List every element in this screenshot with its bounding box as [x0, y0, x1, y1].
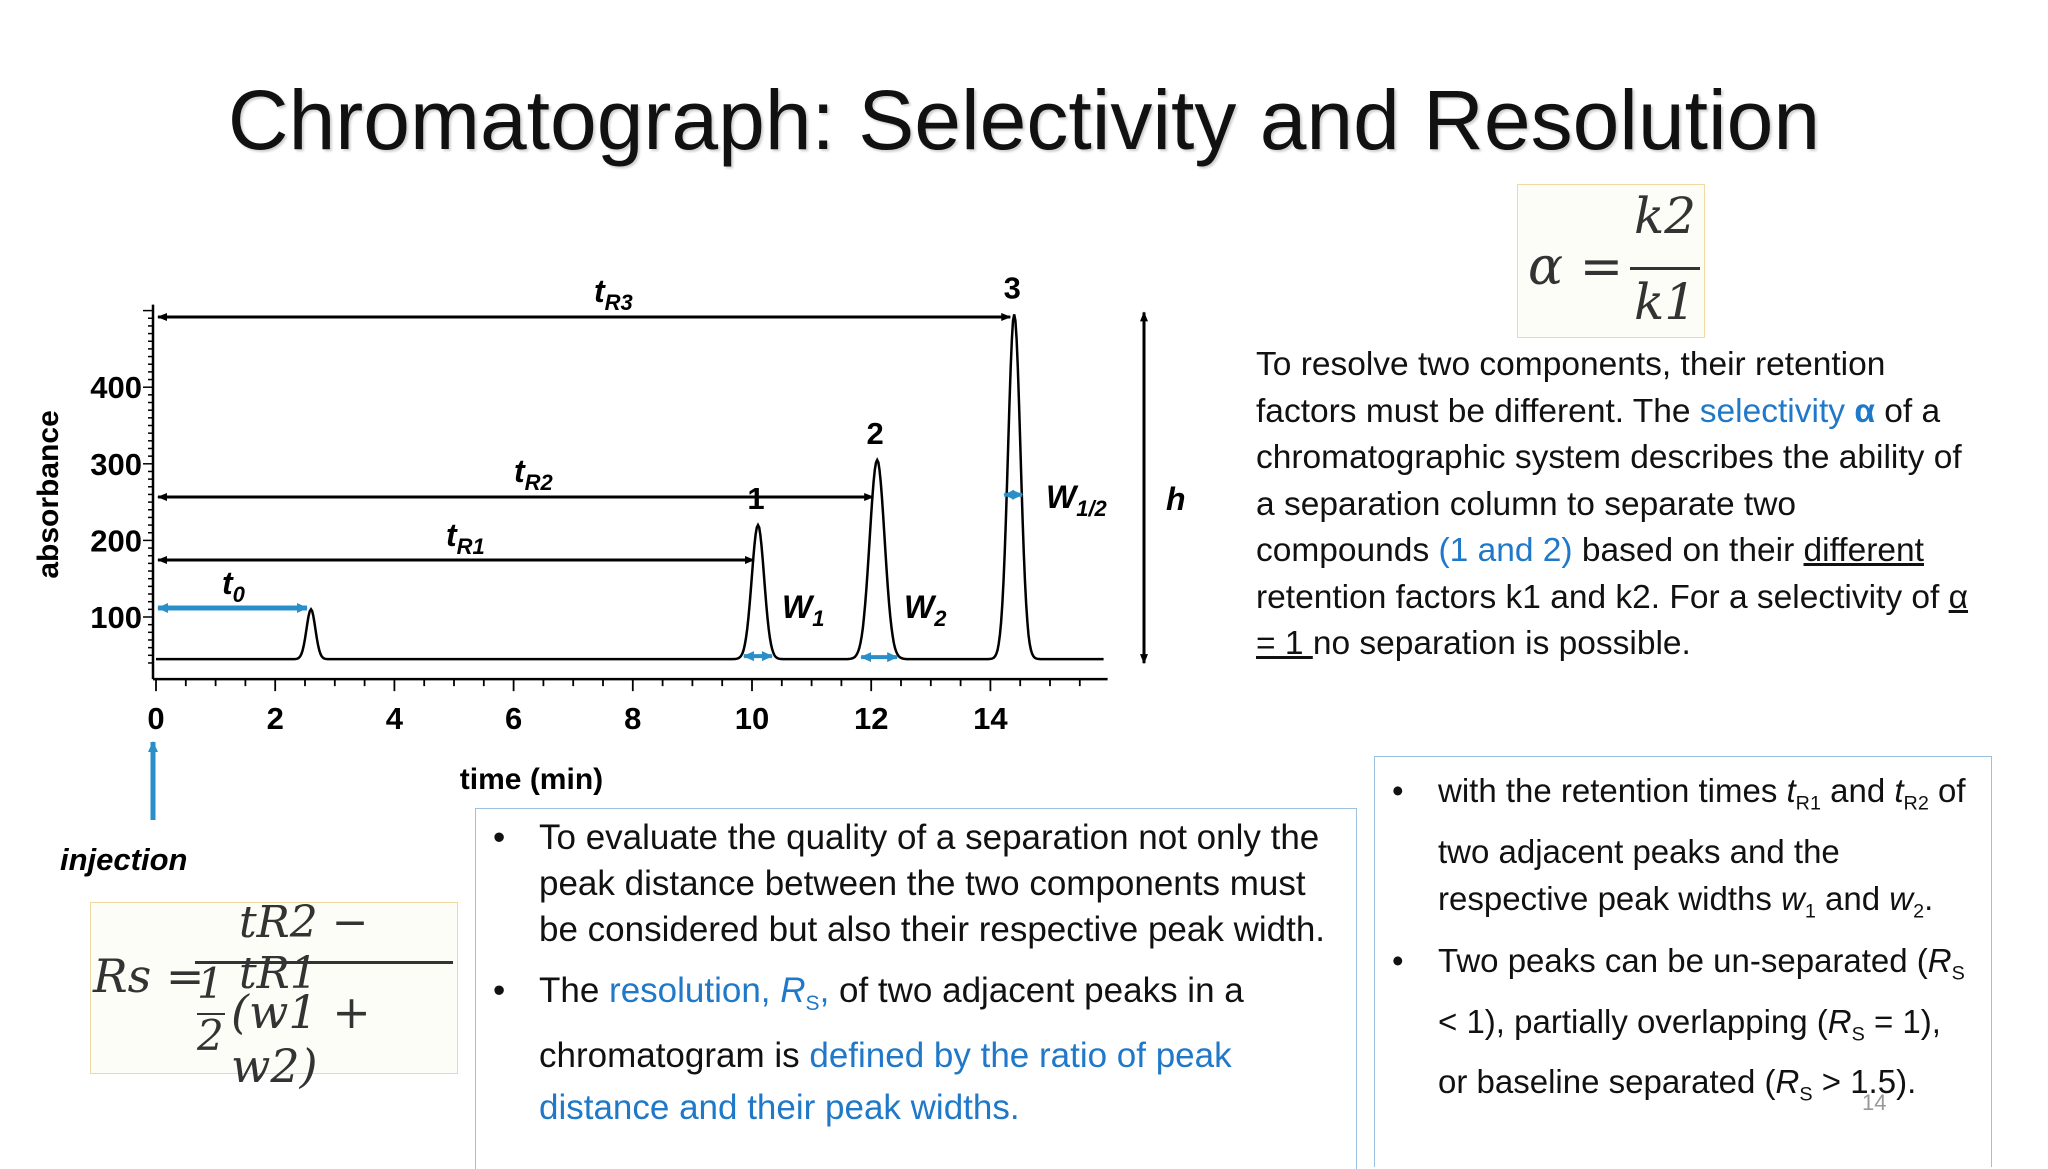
tr3-label: tR3	[594, 273, 633, 315]
right-b1-w1: w	[1781, 879, 1805, 917]
w1-label: W1	[782, 589, 824, 631]
chromatogram-trace	[156, 314, 1104, 661]
rs-den-two: 2	[197, 1011, 224, 1060]
mid-b2-a: The	[539, 971, 610, 1010]
right-bullet-2: • Two peaks can be un-separated (RS < 1),…	[1392, 937, 1978, 1119]
tr1-label: tR1	[446, 517, 485, 559]
right-bullet-1: • with the retention times tR1 and tR2 of…	[1392, 767, 1978, 935]
right-b2-a: Two peaks can be un-separated (	[1438, 942, 1928, 980]
para-compounds: (1 and 2)	[1438, 532, 1573, 569]
right-b1-r2: R2	[1903, 792, 1929, 815]
selectivity-formula: α = k2 k1	[1517, 184, 1705, 338]
right-b2-s3: S	[1799, 1083, 1813, 1106]
mid-bullet-1-text: To evaluate the quality of a separation …	[539, 818, 1326, 949]
right-b2-r3: R	[1775, 1063, 1800, 1101]
rs-numerator: tR2 − tR1	[239, 897, 369, 999]
bullet-icon: •	[493, 818, 506, 857]
resolution-textbox: • To evaluate the quality of a separation…	[475, 808, 1357, 1169]
rs-lhs: Rs =	[93, 949, 205, 1003]
para-different: different	[1803, 532, 1924, 569]
mid-b2-rs-s: S	[805, 992, 820, 1015]
para-selectivity: selectivity	[1699, 392, 1855, 430]
right-b1-r1: R1	[1795, 792, 1821, 815]
right-b1-t1: t	[1786, 772, 1796, 809]
alpha-lhs: α =	[1528, 237, 1624, 297]
peak-label-3: 3	[1004, 270, 1021, 305]
y-tick-label: 300	[90, 447, 142, 482]
y-tick-label: 400	[90, 370, 142, 405]
right-b1-a: with the retention times	[1438, 772, 1787, 809]
rs-den-one: 1	[197, 959, 224, 1008]
right-b2-s2: S	[1851, 1023, 1865, 1046]
right-b2-c: = 1), or baseline separated (	[1438, 1002, 1941, 1101]
right-b1-one: 1	[1804, 900, 1816, 923]
para-text-4: retention factors k1 and k2. For a selec…	[1256, 578, 1949, 616]
right-b2-r1: R	[1927, 942, 1952, 980]
x-tick-label: 8	[624, 701, 641, 736]
para-text-1: To resolve two components, their retenti…	[1256, 346, 1886, 430]
x-axis-label: time (min)	[460, 763, 603, 796]
chromatogram-chart: time (min)absorbance 0 2 4 6 8 10 12 1410020030…	[32, 270, 1186, 877]
x-tick-label: 12	[854, 701, 888, 736]
slide-number: 14	[1862, 1090, 1887, 1115]
y-tick-label: 200	[90, 523, 142, 558]
rs-den-sum: (w1 + w2)	[231, 985, 371, 1093]
right-b1-and: and	[1820, 772, 1895, 809]
para-alpha-eq: α = 1	[1256, 578, 1969, 663]
peak-label-1: 1	[747, 481, 764, 516]
injection-label: injection	[60, 842, 187, 877]
x-tick-label: 4	[386, 701, 404, 736]
tr2-label: tR2	[514, 453, 554, 495]
resolution-formula: Rs = tR2 − tR1 1 2 (w1 + w2)	[90, 897, 458, 1093]
mid-bullet-1: • To evaluate the quality of a separation…	[493, 815, 1339, 953]
right-b1-t2: t	[1894, 772, 1904, 809]
bullet-icon: •	[493, 971, 506, 1010]
alpha-denominator: k1	[1634, 273, 1697, 331]
w2-label: W2	[904, 589, 947, 631]
h-label: h	[1166, 481, 1186, 517]
bullet-icon: •	[1392, 942, 1404, 980]
selectivity-paragraph: To resolve two components, their retenti…	[1256, 342, 1976, 668]
mid-b2-rs-r: R	[780, 971, 806, 1010]
x-tick-label: 14	[973, 701, 1008, 736]
alpha-numerator: k2	[1634, 187, 1697, 245]
bullet-icon: •	[1392, 772, 1404, 809]
peak-label-2: 2	[867, 416, 884, 451]
para-text-3: based on their	[1572, 532, 1804, 569]
t0-label: t0	[222, 565, 246, 607]
chart-axes: time (min) absorbance	[32, 304, 1108, 796]
x-tick-label: 0	[147, 701, 164, 736]
whalf-label: W1/2	[1046, 479, 1108, 521]
mid-bullet-2: • The resolution, RS, of two adjacent pea…	[493, 965, 1339, 1134]
x-tick-label: 10	[735, 701, 769, 736]
retention-textbox: • with the retention times tR1 and tR2 of…	[1374, 756, 1992, 1167]
x-tick-label: 6	[505, 701, 522, 736]
y-tick-label: 100	[90, 600, 142, 635]
mid-b2-comma: ,	[819, 971, 830, 1010]
right-b1-w2: w	[1889, 879, 1914, 917]
right-b1-b: of two adjacent peaks and the respective…	[1438, 772, 1966, 917]
slide-title: Chromatograph: Selectivity and Resolutio…	[227, 73, 1821, 167]
right-b2-r2: R	[1827, 1002, 1852, 1040]
x-tick-label: 2	[267, 701, 284, 736]
y-axis-label: absorbance	[32, 410, 65, 578]
alpha-fraction-line	[1630, 267, 1700, 270]
para-text-2: of a chromatographic system describes th…	[1256, 392, 1962, 570]
right-b2-b: < 1), partially overlapping (	[1438, 1002, 1828, 1040]
rs-half-line	[197, 1013, 225, 1015]
right-b2-s1: S	[1951, 962, 1965, 985]
mid-b2-definition: defined by the ratio of peak distance an…	[539, 1036, 1232, 1127]
right-b1-two: 2	[1913, 900, 1925, 923]
right-b1-and2: and	[1815, 879, 1890, 917]
para-text-5: no separation is possible.	[1312, 625, 1691, 662]
mid-b2-b: of two adjacent peaks in a chromatogram …	[539, 971, 1244, 1075]
right-b2-d: > 1.5).	[1812, 1063, 1917, 1101]
rs-fraction-line	[195, 961, 453, 964]
para-alpha: α	[1854, 392, 1875, 430]
right-b1-c: .	[1924, 879, 1934, 917]
mid-b2-resolution: resolution,	[609, 971, 781, 1010]
